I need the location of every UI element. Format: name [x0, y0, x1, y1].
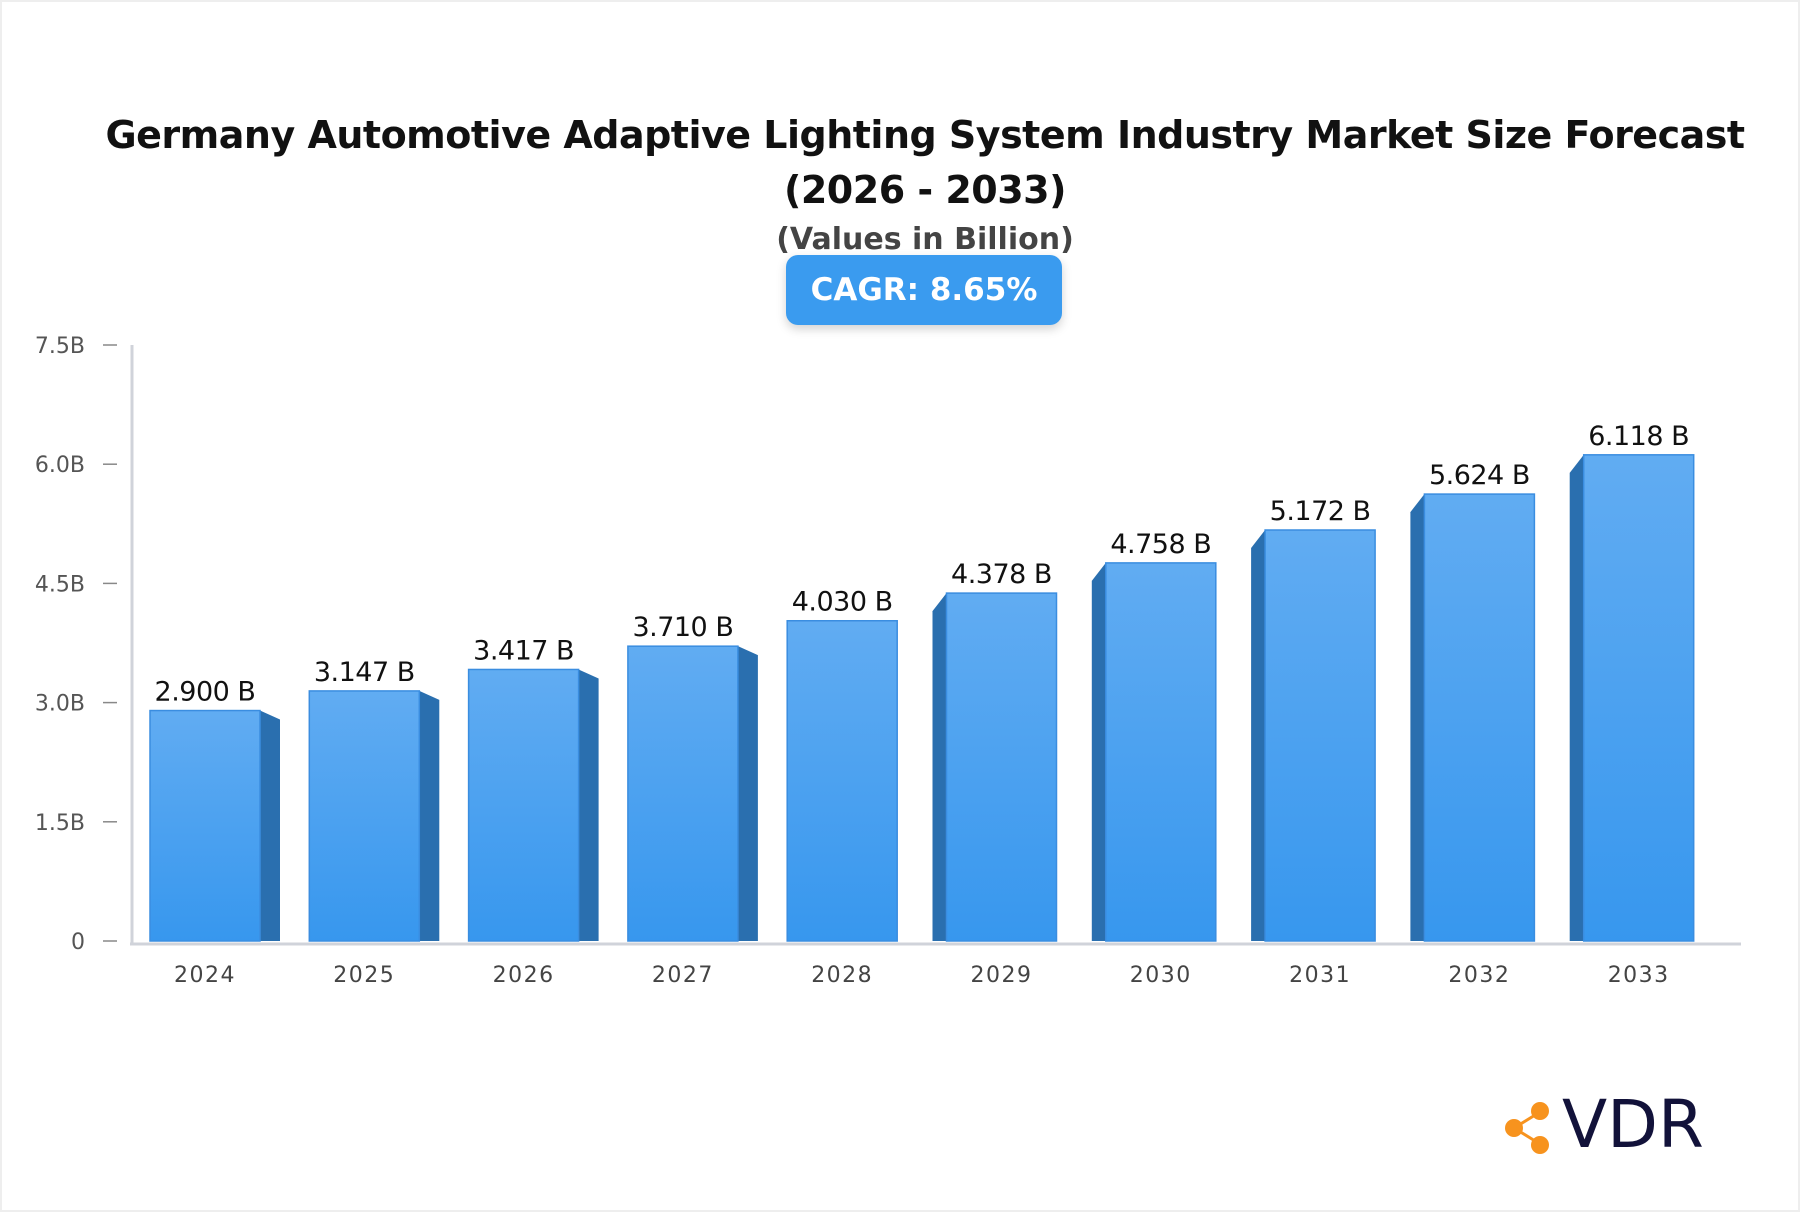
bar-2025 [308, 690, 421, 942]
bar-side [737, 646, 758, 941]
value-label: 3.147 B [314, 657, 415, 688]
bar-side [1569, 454, 1584, 941]
value-label: 3.710 B [632, 612, 733, 643]
x-tick-label: 2029 [971, 963, 1033, 988]
title-line-2: (2026 - 2033) [784, 168, 1067, 212]
value-label: 3.417 B [473, 635, 574, 666]
value-label: 5.624 B [1429, 460, 1530, 491]
x-tick-label: 2033 [1608, 963, 1670, 988]
bar-2024 [149, 709, 261, 942]
x-tick-label: 2024 [174, 963, 236, 988]
value-label: 4.758 B [1110, 529, 1211, 560]
logo-text: VDR [1562, 1086, 1704, 1163]
bar-side [1251, 529, 1266, 941]
bar-2033 [1582, 454, 1695, 942]
x-tick-label: 2027 [652, 963, 714, 988]
y-tick-label: 4.5B [35, 572, 85, 597]
y-tick-label: 6.0B [35, 453, 85, 478]
y-tick-label: 0 [71, 930, 85, 955]
share-nodes-icon [1505, 1102, 1549, 1154]
chart-title: Germany Automotive Adaptive Lighting Sys… [0, 108, 1800, 218]
x-tick-label: 2026 [493, 963, 555, 988]
x-tick-label: 2032 [1448, 963, 1510, 988]
y-tick-label: 7.5B [35, 334, 85, 359]
title-line-1: Germany Automotive Adaptive Lighting Sys… [105, 113, 1745, 157]
cagr-badge: CAGR: 8.65% [786, 255, 1062, 325]
bar-side [260, 710, 280, 941]
x-tick-label: 2030 [1130, 963, 1192, 988]
bar-2028 [786, 619, 898, 942]
bar-2032 [1423, 493, 1536, 942]
bar-2027 [627, 645, 739, 942]
bar-side [419, 690, 440, 941]
value-label: 5.172 B [1270, 496, 1371, 527]
value-label: 2.900 B [155, 677, 256, 708]
x-tick-label: 2031 [1289, 963, 1351, 988]
x-tick-label: 2025 [333, 963, 395, 988]
bar-side [932, 593, 947, 941]
bar-2030 [1105, 562, 1217, 942]
bar-side [1091, 562, 1106, 941]
value-label: 6.118 B [1588, 421, 1689, 452]
x-tick-label: 2028 [811, 963, 873, 988]
y-tick-label: 3.0B [35, 692, 85, 717]
y-tick-label: 1.5B [35, 811, 85, 836]
value-label: 4.378 B [951, 559, 1052, 590]
bar-side [578, 669, 599, 941]
vdr-logo: VDR [1500, 1086, 1704, 1163]
bar-2031 [1264, 529, 1376, 942]
bar-2026 [467, 668, 580, 942]
bar-2029 [945, 592, 1058, 942]
bar-side [1410, 494, 1425, 941]
chart-subtitle: (Values in Billion) [776, 222, 1074, 257]
value-label: 4.030 B [792, 587, 893, 618]
